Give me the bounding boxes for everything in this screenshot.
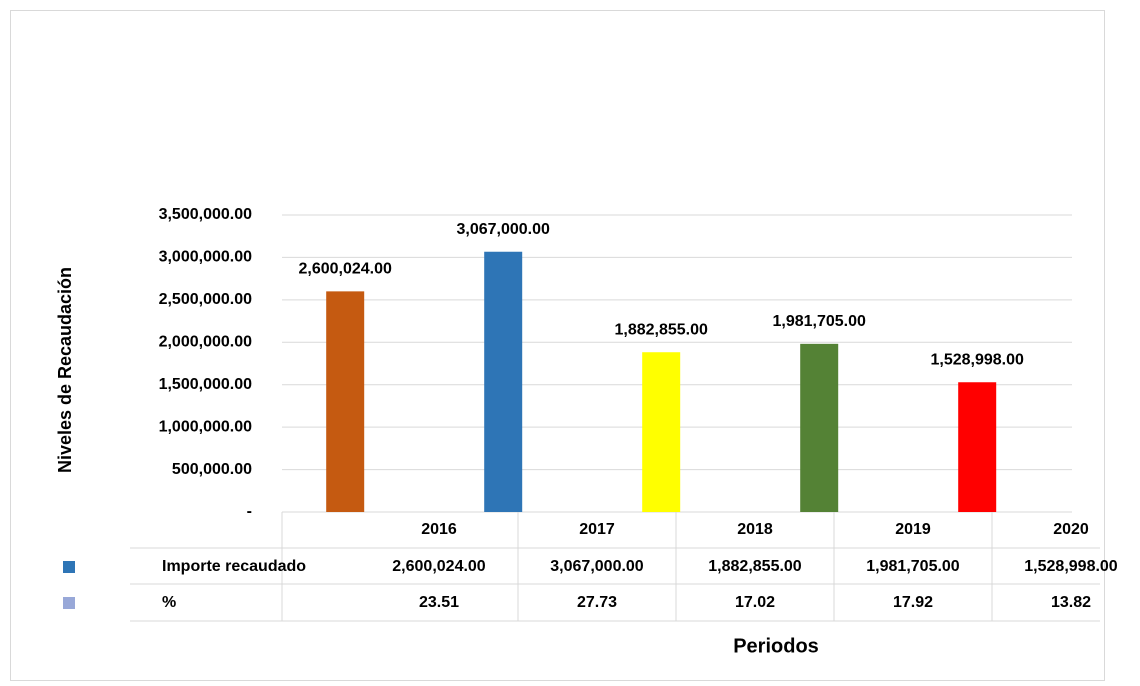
bar: [326, 291, 365, 512]
legend-key: [63, 561, 75, 573]
bar: [800, 343, 839, 512]
x-tick-label: 2020: [1053, 521, 1089, 538]
x-tick-label: 2018: [737, 521, 773, 538]
x-tick-label: 2017: [579, 521, 615, 538]
table-value: 3,067,000.00: [550, 558, 644, 575]
bar: [958, 382, 997, 512]
legend-label: Importe recaudado: [162, 558, 306, 575]
table-value: 17.02: [735, 594, 775, 611]
y-tick-label: 2,500,000.00: [159, 291, 253, 308]
data-label: 1,882,855.00: [614, 321, 708, 338]
y-tick-label: 3,500,000.00: [159, 206, 253, 223]
y-tick-label: 500,000.00: [172, 461, 252, 478]
x-tick-label: 2016: [421, 521, 457, 538]
y-tick-label: 2,000,000.00: [159, 334, 253, 351]
table-value: 1,882,855.00: [708, 558, 802, 575]
data-label: 3,067,000.00: [456, 221, 550, 238]
table-value: 27.73: [577, 594, 617, 611]
data-label: 1,981,705.00: [772, 313, 866, 330]
x-tick-label: 2019: [895, 521, 931, 538]
table-value: 1,528,998.00: [1024, 558, 1118, 575]
y-tick-label: -: [247, 503, 252, 520]
table-value: 23.51: [419, 594, 459, 611]
y-tick-label: 1,000,000.00: [159, 418, 253, 435]
y-tick-label: 3,000,000.00: [159, 249, 253, 266]
bar: [484, 251, 523, 512]
y-tick-label: 1,500,000.00: [159, 376, 253, 393]
legend-key: [63, 597, 75, 609]
y-axis-title: Niveles de Recaudación: [55, 267, 75, 473]
bar: [642, 352, 681, 512]
data-label: 2,600,024.00: [298, 261, 392, 278]
table-value: 2,600,024.00: [392, 558, 486, 575]
table-value: 17.92: [893, 594, 933, 611]
data-label: 1,528,998.00: [930, 351, 1024, 368]
legend-label: %: [162, 594, 176, 611]
chart-border: [10, 10, 1105, 681]
x-axis-title: Periodos: [733, 635, 819, 657]
table-value: 13.82: [1051, 594, 1091, 611]
table-value: 1,981,705.00: [866, 558, 960, 575]
